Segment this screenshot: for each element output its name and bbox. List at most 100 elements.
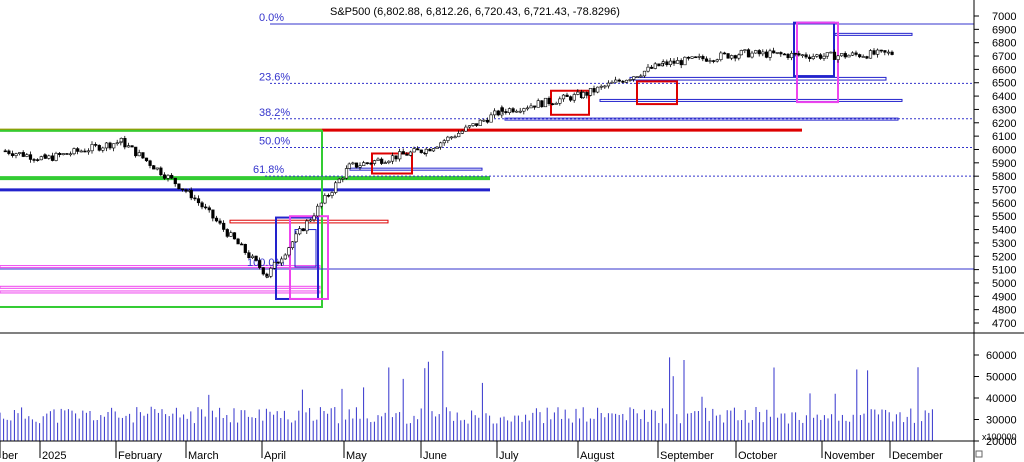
candle-body xyxy=(250,255,255,258)
price-tick-label: 4800 xyxy=(992,305,1016,317)
candle-body xyxy=(628,79,632,81)
candle-body xyxy=(818,54,823,59)
candle-body xyxy=(467,125,472,128)
candle-body xyxy=(672,60,676,64)
candle-body xyxy=(435,146,439,149)
candle-body xyxy=(341,177,345,180)
candle-body xyxy=(500,107,504,112)
candle-body xyxy=(383,162,387,164)
candle-body xyxy=(836,55,840,60)
candle-body xyxy=(890,51,894,55)
candle-body xyxy=(148,160,152,166)
channel-band xyxy=(0,290,321,294)
candle-body xyxy=(294,233,298,243)
fib-level-label: 0.0% xyxy=(259,12,284,24)
candle-body xyxy=(416,148,420,151)
candle-body xyxy=(650,66,654,69)
candle-body xyxy=(170,174,174,179)
price-tick-label: 6000 xyxy=(992,144,1016,156)
candle-body xyxy=(715,59,719,62)
candle-body xyxy=(786,53,790,59)
candle-body xyxy=(603,85,607,88)
candle-body xyxy=(214,217,219,222)
candle-body xyxy=(298,228,302,235)
candle-body xyxy=(424,148,428,154)
candle-body xyxy=(708,60,712,62)
candle-body xyxy=(457,132,461,138)
candle-body xyxy=(865,56,869,59)
candle-body xyxy=(460,130,464,134)
candle-body xyxy=(272,261,277,269)
candle-body xyxy=(686,56,691,59)
volume-tick-label: 30000 xyxy=(986,415,1017,427)
price-tick-label: 5800 xyxy=(992,171,1016,183)
channel-band xyxy=(599,98,903,102)
candle-body xyxy=(825,52,829,57)
volume-unit-label: x100000 xyxy=(982,432,1017,442)
price-tick-label: 5900 xyxy=(992,158,1016,170)
candle-body xyxy=(588,88,593,96)
candle-body xyxy=(344,168,349,179)
candle-body xyxy=(319,202,323,207)
annotation-box xyxy=(636,80,678,106)
candle-body xyxy=(218,220,222,224)
annotation-boxes xyxy=(275,21,839,300)
candle-body xyxy=(236,238,240,245)
candle-body xyxy=(312,215,316,221)
candle-body xyxy=(840,53,844,57)
candle-body xyxy=(316,205,320,217)
candle-body xyxy=(872,50,876,55)
x-tick-label: March xyxy=(188,450,219,462)
candle-body xyxy=(126,145,131,148)
candle-body xyxy=(265,276,269,278)
x-tick-label: October xyxy=(738,450,777,462)
candle-body xyxy=(419,149,423,153)
x-tick-label: February xyxy=(118,450,163,462)
candle-body xyxy=(764,51,769,58)
candle-body xyxy=(617,79,621,82)
candle-body xyxy=(804,54,808,58)
channel-band xyxy=(0,285,321,289)
candle-body xyxy=(258,260,262,268)
candle-body xyxy=(808,56,812,60)
candle-body xyxy=(739,50,743,56)
candle-body xyxy=(222,222,226,230)
candle-body xyxy=(621,80,625,83)
candle-body xyxy=(65,153,69,155)
candle-body xyxy=(200,202,204,208)
candle-body xyxy=(722,52,727,55)
candle-body xyxy=(733,55,737,59)
candle-body xyxy=(883,50,887,53)
candle-body xyxy=(800,54,805,57)
candle-body xyxy=(775,52,779,54)
candle-body xyxy=(115,142,119,145)
candle-body xyxy=(189,190,193,199)
candle-body xyxy=(123,137,127,148)
price-tick-label: 5100 xyxy=(992,265,1016,277)
candle-body xyxy=(449,136,454,139)
candle-body xyxy=(196,198,201,204)
fib-level-label: 38.2% xyxy=(259,107,290,119)
candle-body xyxy=(401,151,405,155)
candle-body xyxy=(144,157,149,162)
green-range-box xyxy=(0,129,323,308)
volume-tick-label: 20000 xyxy=(986,436,1017,448)
candle-body xyxy=(372,160,377,164)
candle-body xyxy=(850,52,855,56)
candle-body xyxy=(610,81,614,84)
price-tick-label: 6700 xyxy=(992,51,1016,63)
candle-body xyxy=(36,159,40,161)
candle-body xyxy=(394,155,398,160)
candle-body xyxy=(390,155,395,162)
candle-body xyxy=(152,165,156,170)
candle-body xyxy=(879,49,883,52)
candle-body xyxy=(211,209,215,219)
candle-body xyxy=(134,146,138,157)
candle-body xyxy=(790,52,794,59)
candle-body xyxy=(130,145,134,148)
candle-body xyxy=(254,255,258,261)
candle-body xyxy=(485,119,490,123)
